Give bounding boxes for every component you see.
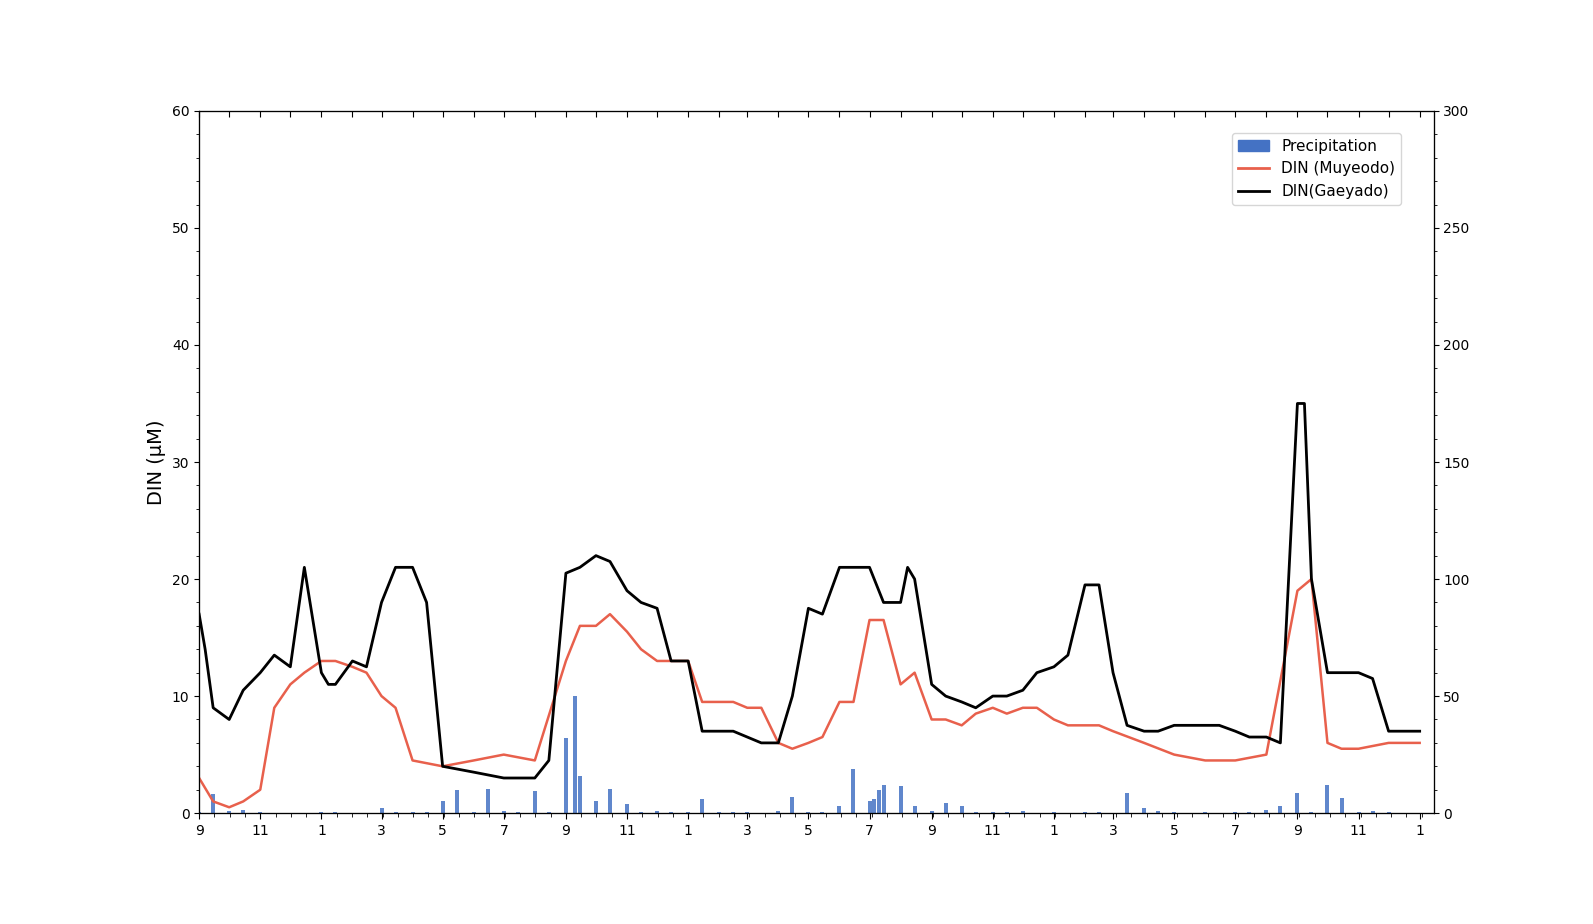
Bar [731, 812, 736, 813]
Bar [868, 801, 871, 813]
Bar [441, 801, 444, 813]
Bar [486, 788, 489, 813]
Bar [472, 812, 476, 813]
Bar [532, 791, 537, 813]
Bar [1309, 812, 1314, 813]
Bar [881, 785, 886, 813]
Bar [930, 811, 933, 813]
Bar [502, 811, 505, 813]
Bar [1386, 812, 1391, 813]
Bar [1278, 806, 1282, 813]
Bar [241, 809, 245, 813]
Bar [943, 803, 948, 813]
Bar [838, 806, 841, 813]
Bar [898, 786, 903, 813]
Bar [1203, 812, 1207, 813]
Legend: Precipitation, DIN (Muyeodo), DIN(Gaeyado): Precipitation, DIN (Muyeodo), DIN(Gaeyad… [1233, 132, 1402, 205]
Bar [1142, 808, 1145, 813]
Y-axis label: DIN (μM): DIN (μM) [147, 419, 166, 505]
Bar [1325, 785, 1330, 813]
Bar [1295, 793, 1300, 813]
Bar [1005, 812, 1008, 813]
Bar [717, 812, 722, 813]
Bar [1265, 809, 1268, 813]
Bar [564, 738, 567, 813]
Bar [594, 801, 597, 813]
Bar [198, 812, 201, 813]
Bar [959, 806, 964, 813]
Bar [1357, 812, 1360, 813]
Bar [1083, 812, 1086, 813]
Bar [1340, 798, 1343, 813]
Bar [1125, 793, 1129, 813]
Bar [1157, 810, 1160, 813]
Bar [639, 812, 644, 813]
Bar [973, 812, 978, 813]
Bar [1021, 811, 1024, 813]
Bar [379, 808, 384, 813]
Bar [578, 775, 581, 813]
Bar [655, 811, 660, 813]
Bar [573, 696, 577, 813]
Bar [852, 769, 855, 813]
Bar [820, 812, 825, 813]
Bar [454, 790, 459, 813]
Bar [393, 812, 398, 813]
Bar [790, 796, 795, 813]
Bar [546, 812, 551, 813]
Bar [701, 799, 704, 813]
Bar [228, 810, 231, 813]
Bar [609, 788, 612, 813]
Bar [776, 810, 781, 813]
Bar [871, 799, 876, 813]
Bar [1370, 810, 1375, 813]
Bar [687, 812, 690, 813]
Bar [913, 806, 916, 813]
Bar [624, 804, 629, 813]
Bar [212, 795, 215, 813]
Bar [1233, 812, 1238, 813]
Bar [516, 812, 519, 813]
Bar [411, 812, 414, 813]
Bar [876, 790, 881, 813]
Bar [333, 812, 338, 813]
